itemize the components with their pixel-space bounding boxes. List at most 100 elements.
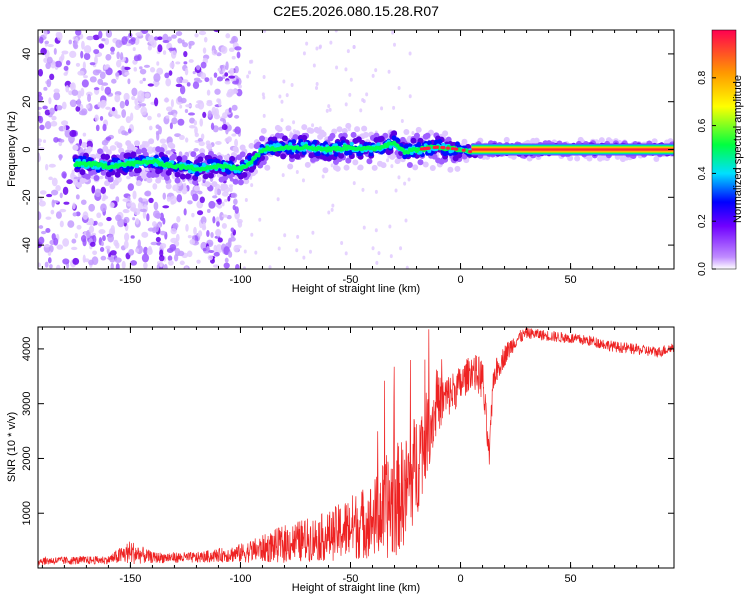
spectrogram-ridge-blob	[394, 158, 401, 165]
spectrogram-noise-blob	[227, 195, 231, 202]
spectrogram-noise-blob	[188, 59, 194, 63]
spectrogram-noise-blob	[400, 119, 404, 124]
spectrogram-noise-blob	[389, 254, 393, 259]
spectrogram-noise-blob	[234, 46, 242, 51]
spectrogram-ridge-blob	[342, 144, 347, 149]
spectrogram-ridge-blob	[441, 142, 446, 147]
spectrogram-noise-blob	[227, 239, 232, 248]
spectrogram-noise-blob	[311, 123, 315, 128]
spectrogram-noise-blob	[152, 183, 158, 190]
spectrogram-noise-blob	[110, 262, 114, 269]
spectrogram-noise-blob	[146, 213, 150, 222]
spectrogram-noise-blob	[197, 230, 203, 237]
spectrogram-noise-blob	[327, 104, 331, 109]
spectrogram-noise-blob	[85, 104, 90, 109]
spectrogram-noise-blob	[280, 99, 284, 104]
spectrogram-noise-blob	[200, 72, 207, 80]
spectrogram-ridge-blob	[197, 156, 204, 163]
spectrogram-ridge-blob	[202, 173, 209, 180]
spectrogram-noise-blob	[170, 49, 177, 59]
spectrogram-noise-blob	[202, 221, 206, 230]
spectrogram-noise-blob	[202, 247, 207, 252]
spectrogram-noise-blob	[38, 95, 44, 102]
spectrogram-ridge-blob	[135, 148, 142, 155]
spectrogram-noise-blob	[81, 79, 89, 88]
spectrogram-noise-blob	[111, 78, 117, 84]
spectrogram-noise-blob	[225, 61, 229, 71]
spectrogram-noise-blob	[95, 69, 102, 74]
spectrogram-noise-blob	[153, 201, 159, 211]
spectrogram-ridge-blob	[239, 151, 246, 158]
spectrogram-noise-blob	[250, 183, 254, 188]
spectrogram-noise-blob	[233, 244, 240, 253]
spectrogram-noise-blob	[72, 40, 78, 49]
snr-x-axis-label: Height of straight line (km)	[292, 582, 420, 594]
spectrogram-noise-blob	[200, 61, 207, 69]
spectrogram-noise-blob	[51, 115, 57, 121]
spectrogram-noise-blob	[130, 260, 137, 266]
spectrogram-noise-blob	[229, 185, 233, 193]
spectrogram-noise-blob	[83, 52, 91, 61]
spectrogram-noise-blob	[188, 112, 196, 116]
spectrogram-ridge-blob	[586, 155, 593, 162]
spectrogram-noise-blob	[219, 211, 224, 221]
spectrogram-hot-spot	[422, 147, 427, 151]
spectrogram-noise-blob	[98, 43, 105, 49]
spectrogram-noise-blob	[179, 85, 186, 95]
spectrogram-noise-blob	[75, 194, 80, 200]
spectrogram-noise-blob	[144, 92, 151, 98]
spectrogram-noise-blob	[83, 45, 92, 54]
spectrogram-ridge-blob	[260, 127, 267, 134]
spectrogram-noise-blob	[169, 243, 177, 251]
spectrogram-noise-blob	[115, 39, 123, 48]
spectrogram-noise-blob	[228, 251, 233, 258]
spectrogram-ridge-blob	[651, 138, 658, 145]
spectrogram-noise-blob	[224, 257, 229, 263]
spectrogram-noise-blob	[93, 49, 100, 55]
colorbar: 0.0 0.2 0.4 0.6 0.8 Normalized spectral ampl…	[697, 29, 744, 276]
spectrogram-noise-blob	[92, 34, 100, 41]
spectrogram-noise-blob	[71, 238, 77, 244]
spectrogram-ridge-blob	[357, 164, 364, 171]
spectrogram-ridge-blob	[287, 163, 294, 170]
spectrogram-noise-blob	[183, 50, 188, 58]
spectrogram-ridge-blob	[352, 159, 359, 166]
spectrogram-noise-blob	[361, 187, 365, 192]
spectrogram-x-tick-label: 50	[564, 274, 576, 286]
spectrogram-noise-blob	[49, 73, 55, 81]
snr-marks	[38, 328, 674, 566]
spectrogram-noise-blob	[56, 264, 61, 269]
spectrogram-noise-blob	[148, 197, 154, 204]
spectrogram-noise-blob	[352, 45, 356, 50]
spectrogram-noise-blob	[46, 56, 53, 64]
spectrogram-noise-blob	[111, 106, 116, 112]
spectrogram-noise-blob	[237, 221, 243, 228]
spectrogram-noise-blob	[311, 230, 315, 235]
spectrogram-hot-spot	[432, 145, 437, 150]
spectrogram-y-ticks: -40 -20 0 20 40	[21, 48, 674, 253]
spectrogram-ridge-blob	[174, 171, 181, 178]
spectrogram-noise-blob	[50, 120, 58, 127]
spectrogram-noise-blob	[74, 232, 78, 239]
spectrogram-noise-blob	[62, 124, 67, 132]
spectrogram-noise-blob	[408, 51, 412, 56]
spectrogram-ridge-blob	[97, 148, 104, 155]
spectrogram-y-tick-label: 20	[21, 96, 33, 108]
spectrogram-ridge-blob	[128, 170, 135, 177]
spectrogram-noise-blob	[99, 71, 106, 80]
spectrogram-noise-blob	[114, 94, 121, 103]
spectrogram-noise-blob	[38, 115, 44, 124]
colorbar-label: Normalized spectral amplitude	[732, 75, 744, 223]
spectrogram-ridge-blob	[300, 141, 305, 146]
spectrogram-ridge-blob	[395, 137, 401, 143]
spectrogram-noise-blob	[188, 124, 196, 129]
spectrogram-ridge-blob	[86, 146, 93, 153]
spectrogram-noise-blob	[43, 244, 51, 248]
spectrogram-noise-blob	[43, 86, 48, 91]
spectrogram-noise-blob	[115, 263, 120, 269]
spectrogram-noise-blob	[387, 69, 391, 74]
spectrogram-ridge-blob	[105, 149, 112, 156]
colorbar-tick-label: 0.0	[697, 262, 708, 276]
spectrogram-noise-blob	[180, 97, 187, 104]
spectrogram-noise-blob	[222, 74, 226, 79]
